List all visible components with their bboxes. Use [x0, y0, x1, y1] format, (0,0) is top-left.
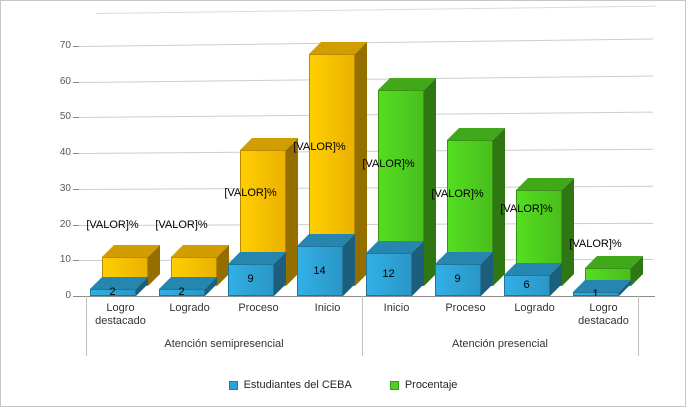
y-axis-label-10: 10: [59, 254, 71, 266]
y-axis-tick-0: [73, 296, 79, 297]
y-axis-tick-40: [73, 153, 79, 155]
x-axis-category-label-0: Logro destacado: [95, 302, 146, 327]
x-axis-category-label-5: Proceso: [445, 302, 486, 314]
data-label-estudiantes-2: 9: [247, 273, 254, 286]
data-label-estudiantes-6: 6: [523, 278, 530, 291]
axis-group-separator-0: [86, 296, 87, 356]
data-label-estudiantes-1: 2: [178, 285, 185, 298]
data-label-procentaje-6: [VALOR]%: [500, 203, 553, 215]
y-axis-tick-30: [73, 188, 79, 190]
y-axis-tick-70: [73, 46, 79, 47]
data-label-estudiantes-5: 9: [454, 273, 461, 286]
legend-label-estudiantes: Estudiantes del CEBA: [243, 379, 352, 391]
x-axis-category-label-7: Logro destacado: [578, 302, 629, 327]
y-axis-tick-50: [73, 117, 79, 119]
bar-procentaje-4-side-face: [423, 77, 436, 286]
data-label-procentaje-0: [VALOR]%: [86, 219, 139, 231]
bar-estudiantes-7-front-face: [572, 292, 619, 296]
y-axis-tick-10: [73, 260, 79, 262]
bar-estudiantes-3-side-face: [342, 234, 355, 296]
y-axis-label-20: 20: [59, 218, 71, 230]
y-axis-label-40: 40: [59, 147, 71, 159]
x-axis-category-label-4: Inicio: [383, 302, 410, 314]
x-axis-category-label-6: Logrado: [514, 302, 555, 314]
axis-group-label-presencial: Atención presencial: [451, 338, 548, 350]
x-axis-category-label-3: Inicio: [314, 302, 341, 314]
wall-top-line: [95, 5, 656, 14]
data-label-procentaje-3: [VALOR]%: [293, 141, 346, 153]
bar-estudiantes-4-front-face: [365, 253, 412, 296]
data-label-procentaje-7: [VALOR]%: [569, 238, 622, 250]
y-axis-label-70: 70: [59, 40, 71, 51]
bar-estudiantes-6-front-face: [503, 274, 550, 296]
data-label-procentaje-4: [VALOR]%: [362, 158, 415, 170]
x-axis-line: [77, 296, 655, 297]
bar-procentaje-6-side-face: [561, 177, 574, 286]
legend-label-procentaje: Procentaje: [404, 379, 458, 391]
y-axis-tick-20: [73, 224, 79, 226]
y-axis-tick-60: [73, 81, 79, 83]
axis-group-separator-1: [362, 296, 363, 356]
data-label-estudiantes-7: 1: [592, 287, 599, 300]
bar-estudiantes-5-front-face: [434, 263, 481, 296]
data-label-estudiantes-3: 14: [313, 264, 326, 277]
data-label-procentaje-5: [VALOR]%: [431, 188, 484, 200]
y-axis-label-50: 50: [59, 111, 71, 123]
data-label-procentaje-2: [VALOR]%: [224, 187, 277, 199]
bar-estudiantes-2-front-face: [227, 263, 274, 296]
bar-estudiantes-1-front-face: [158, 288, 205, 296]
legend-swatch-procentaje-icon: [389, 380, 399, 390]
x-axis-category-label-2: Proceso: [238, 302, 279, 314]
data-label-estudiantes-4: 12: [382, 268, 395, 281]
bar-estudiantes-3-front-face: [296, 246, 343, 296]
legend: Estudiantes del CEBA Procentaje: [1, 379, 685, 391]
y-axis-label-0: 0: [65, 290, 71, 301]
data-label-procentaje-1: [VALOR]%: [155, 219, 208, 231]
legend-swatch-estudiantes-icon: [228, 380, 238, 390]
legend-item-procentaje: Procentaje: [389, 379, 458, 391]
y-axis-label-30: 30: [59, 182, 71, 194]
axis-group-separator-2: [638, 296, 639, 356]
x-axis-category-label-1: Logrado: [169, 302, 210, 314]
bar-estudiantes-0-front-face: [89, 288, 136, 296]
y-axis-label-60: 60: [59, 75, 71, 87]
axis-group-label-semipresencial: Atención semipresencial: [164, 338, 284, 350]
legend-item-estudiantes: Estudiantes del CEBA: [228, 379, 352, 391]
data-label-estudiantes-0: 2: [109, 285, 116, 298]
